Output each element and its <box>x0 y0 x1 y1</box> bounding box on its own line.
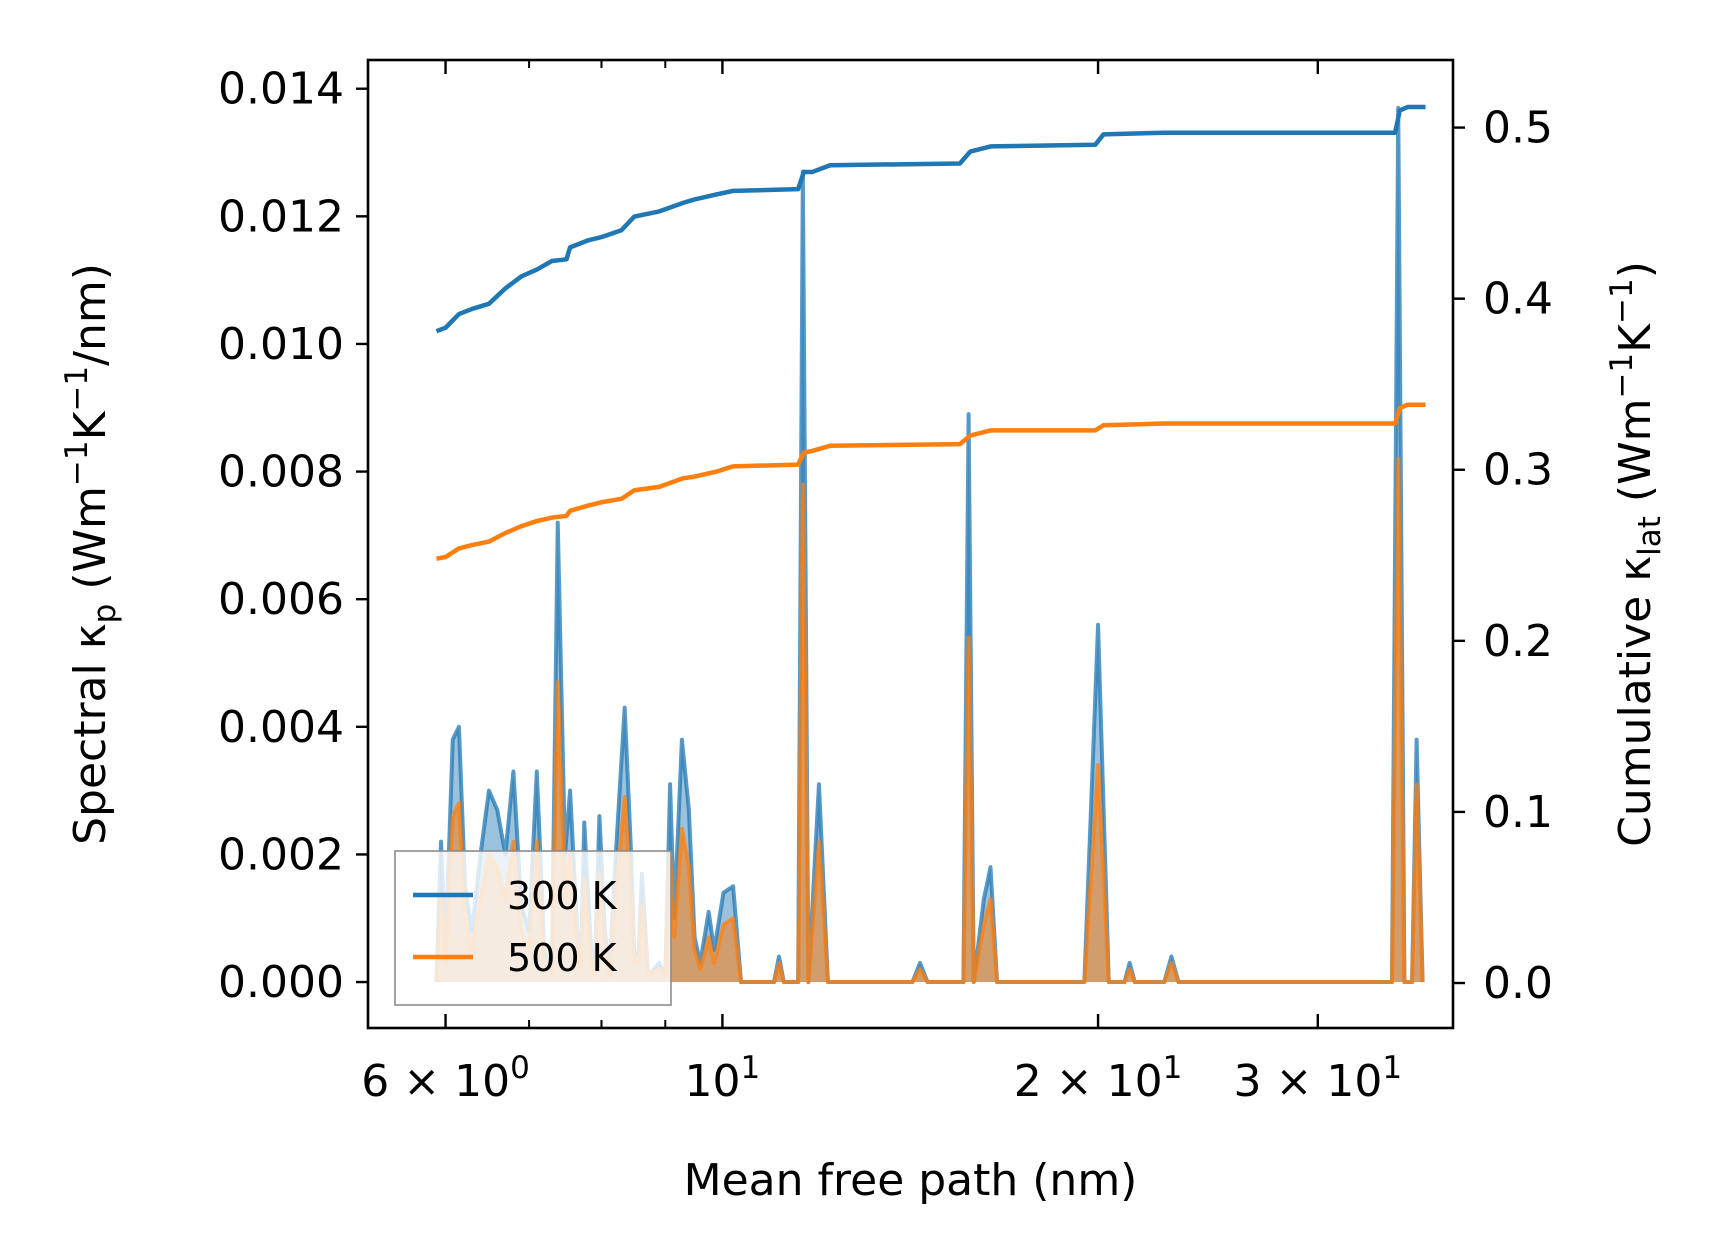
x-axis-title: Mean free path (nm) <box>684 1155 1138 1206</box>
y-left-tick-label: 0.008 <box>218 447 344 498</box>
y-left-tick-label: 0.012 <box>218 191 344 242</box>
y-right-axis-title-text: Cumulative κlat (Wm−1K−1) <box>1604 261 1668 847</box>
y-left-axis-title: Spectral κp (Wm−1K−1/nm) <box>59 263 123 845</box>
y-left-axis-title-text: Spectral κp (Wm−1K−1/nm) <box>59 263 123 845</box>
y-left-tick-label: 0.004 <box>218 702 344 753</box>
x-tick-label: 6 × 100 <box>361 1050 530 1107</box>
plot-series-group <box>434 104 1426 985</box>
y-right-tick-label: 0.3 <box>1483 445 1553 496</box>
y-right-tick-label: 0.5 <box>1483 103 1553 154</box>
x-tick-label: 101 <box>685 1050 761 1107</box>
y-left-tick-label: 0.006 <box>218 574 344 625</box>
y-left-tick-label: 0.002 <box>218 829 344 880</box>
legend-label: 300 K <box>507 874 618 918</box>
x-tick-label: 2 × 101 <box>1014 1050 1183 1107</box>
axes: 0.000 0.002 0.004 0.006 0.008 0.010 0.012 0.014… <box>59 58 1668 1206</box>
plot-area <box>434 104 1426 985</box>
y-right-tick-label: 0.4 <box>1483 274 1553 325</box>
cumulative-line-500-k <box>436 402 1426 561</box>
y-right-axis-title: Cumulative κlat (Wm−1K−1) <box>1604 261 1668 847</box>
y-left-tick-label: 0.000 <box>218 957 344 1008</box>
cumulative-line-300-k <box>435 104 1426 334</box>
y-right-tick-label: 0.1 <box>1483 787 1553 838</box>
y-right-tick-label: 0.0 <box>1483 958 1553 1009</box>
y-right-tick-label: 0.2 <box>1483 616 1553 667</box>
y-left-tick-label: 0.010 <box>218 319 344 370</box>
spectral-fill-500-k <box>436 458 1423 983</box>
legend: 300 K 500 K <box>394 850 672 1006</box>
x-tick-label: 3 × 101 <box>1234 1050 1403 1107</box>
plot-frame <box>366 58 1455 1030</box>
y-left-tick-label: 0.014 <box>218 64 344 115</box>
legend-box <box>394 850 672 1006</box>
legend-label: 500 K <box>507 936 618 980</box>
